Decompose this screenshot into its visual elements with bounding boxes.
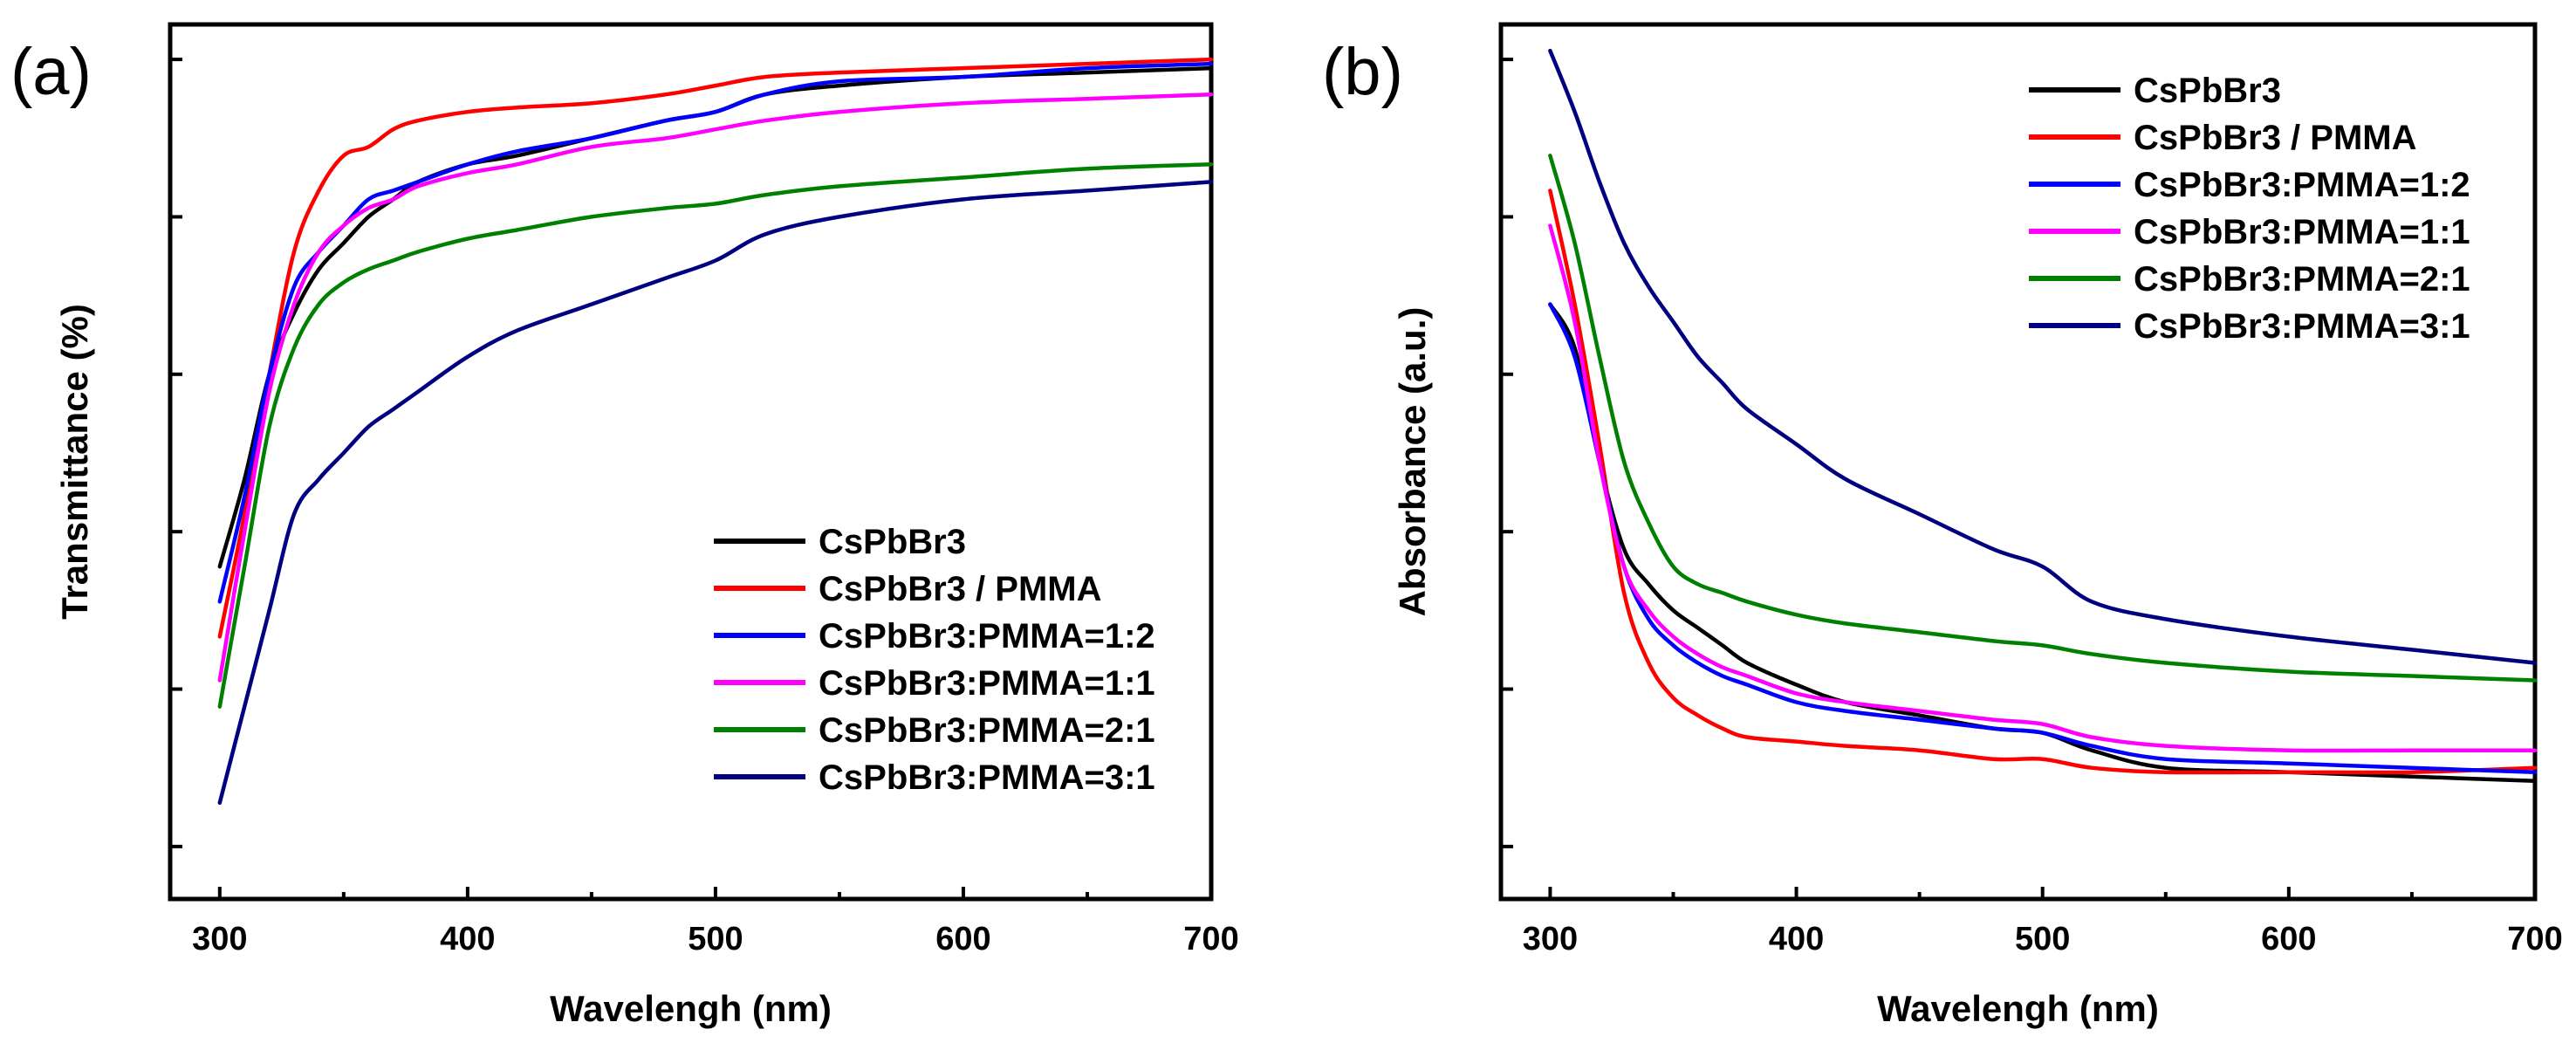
series-line-3 bbox=[1548, 302, 2538, 774]
plot-frame bbox=[168, 22, 1214, 902]
series-line-1 bbox=[1548, 302, 2538, 783]
legend-label: CsPbBr3:PMMA=2:1 bbox=[2134, 260, 2470, 298]
series-line-3 bbox=[217, 61, 1214, 604]
series-line-5 bbox=[217, 162, 1214, 709]
legend-label: CsPbBr3:PMMA=1:2 bbox=[2134, 166, 2470, 204]
plot-frame bbox=[1498, 22, 2538, 902]
y-axis-label: Transmittance (%) bbox=[54, 304, 95, 620]
legend-label: CsPbBr3:PMMA=3:1 bbox=[2134, 307, 2470, 346]
panel-b: 300 400 500 600 700 Wavelengh (nm) Absorbance … bbox=[1322, 22, 2563, 1029]
x-axis-label: Wavelengh (nm) bbox=[550, 988, 832, 1029]
legend-label: CsPbBr3 / PMMA bbox=[2134, 119, 2417, 157]
x-tick-label: 400 bbox=[1769, 921, 1824, 957]
legend-label: CsPbBr3 bbox=[819, 523, 966, 561]
x-tick-label: 600 bbox=[935, 921, 990, 957]
series-line-1 bbox=[217, 65, 1214, 569]
legend-label: CsPbBr3:PMMA=1:2 bbox=[819, 617, 1155, 655]
x-tick-label: 600 bbox=[2261, 921, 2316, 957]
y-axis-label: Absorbance (a.u.) bbox=[1392, 307, 1433, 617]
legend-label: CsPbBr3:PMMA=3:1 bbox=[819, 758, 1155, 797]
x-tick-label: 500 bbox=[688, 921, 743, 957]
series-line-6 bbox=[217, 180, 1214, 806]
legend-label: CsPbBr3 / PMMA bbox=[819, 570, 1102, 608]
series-line-2 bbox=[217, 57, 1214, 639]
x-tick-label: 300 bbox=[192, 921, 247, 957]
x-tick-label: 400 bbox=[440, 921, 495, 957]
series-line-4 bbox=[217, 92, 1214, 683]
legend-label: CsPbBr3 bbox=[2134, 72, 2281, 110]
series-line-5 bbox=[1548, 154, 2538, 683]
x-tick-label: 500 bbox=[2015, 921, 2070, 957]
panel-a: 300 400 500 600 700 Wavelengh (nm) Transmittan… bbox=[10, 22, 1239, 1029]
x-axis-label: Wavelengh (nm) bbox=[1877, 988, 2159, 1029]
legend-label: CsPbBr3:PMMA=1:1 bbox=[2134, 213, 2470, 251]
panel-label: (b) bbox=[1322, 35, 1403, 109]
x-tick-label: 700 bbox=[1183, 921, 1238, 957]
x-tick-label: 700 bbox=[2507, 921, 2562, 957]
x-tick-label: 300 bbox=[1523, 921, 1578, 957]
legend-label: CsPbBr3:PMMA=2:1 bbox=[819, 711, 1155, 750]
legend-label: CsPbBr3:PMMA=1:1 bbox=[819, 664, 1155, 703]
panel-label: (a) bbox=[10, 35, 92, 109]
series-line-6 bbox=[1548, 48, 2538, 665]
series-line-4 bbox=[1548, 223, 2538, 753]
